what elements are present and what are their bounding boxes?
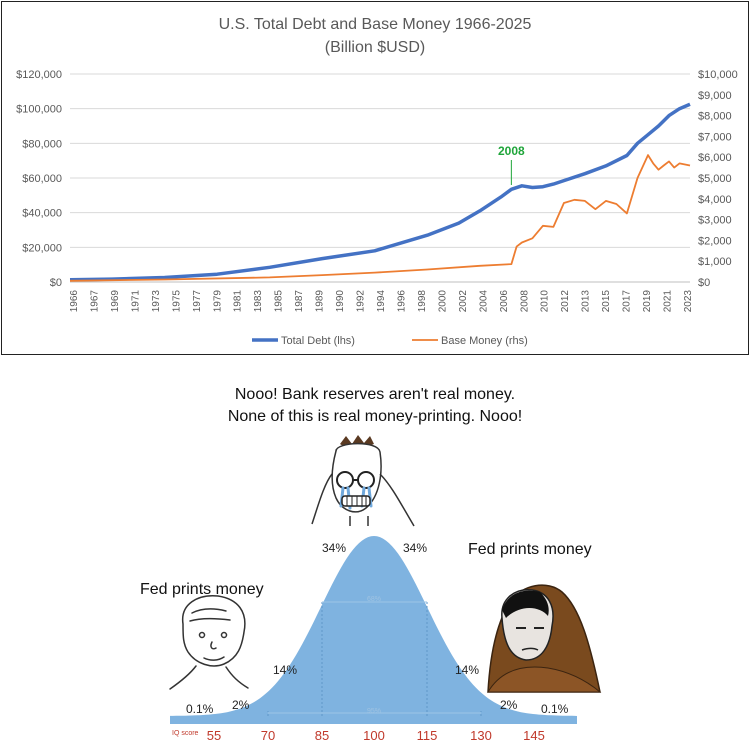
left-tick-label: $120,000	[16, 69, 62, 81]
debt-base-money-chart: U.S. Total Debt and Base Money 1966-2025…	[16, 16, 738, 347]
right-tick-label: $2,000	[698, 235, 732, 247]
iq-tick-label: 130	[470, 728, 492, 743]
pct-left-34: 34%	[322, 541, 346, 555]
legend-label: Base Money (rhs)	[441, 335, 528, 347]
x-tick-label: 1998	[417, 290, 428, 313]
x-tick-label: 1989	[315, 290, 326, 313]
right-tick-label: $3,000	[698, 215, 732, 227]
right-tick-label: $9,000	[698, 90, 732, 102]
iq-tick-label: 55	[207, 728, 221, 743]
x-tick-label: 1983	[253, 290, 264, 313]
x-tick-label: 1990	[335, 290, 346, 313]
x-tick-label: 1987	[294, 290, 305, 313]
x-tick-label: 1979	[212, 290, 223, 313]
x-tick-label: 1975	[171, 290, 182, 313]
sigma-lines	[267, 601, 482, 716]
x-tick-label: 1994	[376, 290, 387, 313]
x-tick-label: 1971	[130, 290, 141, 313]
inner-label-95: 95%	[367, 708, 381, 715]
inner-label-68: 68%	[367, 596, 381, 603]
x-tick-label: 1969	[110, 290, 121, 313]
left-axis: $0 $20,000 $40,000 $60,000 $80,000 $100,000 $1…	[16, 69, 62, 289]
iq-score-label: IQ score	[172, 730, 199, 737]
x-tick-label: 1973	[151, 290, 162, 313]
legend: Total Debt (lhs) Base Money (rhs)	[252, 335, 528, 347]
right-axis: $0 $1,000 $2,000 $3,000 $4,000 $5,000 $6,000 $7…	[698, 69, 738, 289]
x-tick-label: 2008	[519, 290, 530, 313]
left-tick-label: $80,000	[22, 138, 62, 150]
left-tick-label: $0	[50, 277, 62, 289]
chart-subtitle: (Billion $USD)	[325, 39, 425, 56]
series-line	[69, 154, 691, 282]
chart-title: U.S. Total Debt and Base Money 1966-2025	[219, 16, 532, 33]
pct-left-tail: 0.1%	[186, 702, 214, 716]
x-tick-label: 2015	[601, 290, 612, 313]
legend-label: Total Debt (lhs)	[281, 335, 355, 347]
pct-right-34: 34%	[403, 541, 427, 555]
annotation-label: 2008	[498, 144, 525, 158]
left-tick-label: $100,000	[16, 104, 62, 116]
iq-axis-bar	[170, 716, 577, 724]
iq-tick-label: 85	[315, 728, 329, 743]
iq-tick-label: 100	[363, 728, 385, 743]
x-tick-label: 2010	[540, 290, 551, 313]
x-axis: 1966 1967 1969 1971 1973 1975 1977 1979 1981 1983…	[69, 290, 694, 313]
iq-ticks: 55 70 85 100 115 130 145	[207, 728, 545, 743]
x-tick-label: 2017	[622, 290, 633, 313]
left-tick-label: $60,000	[22, 173, 62, 185]
pct-left-14: 14%	[273, 663, 297, 677]
series-lines	[69, 102, 691, 282]
x-tick-label: 2013	[581, 290, 592, 313]
left-tick-label: $40,000	[22, 208, 62, 220]
left-tick-label: $20,000	[22, 242, 62, 254]
right-tick-label: $4,000	[698, 194, 732, 206]
right-tick-label: $6,000	[698, 152, 732, 164]
bell-curve-area	[170, 536, 577, 716]
pct-left-2: 2%	[232, 698, 250, 712]
x-tick-label: 1985	[274, 290, 285, 313]
pct-right-2: 2%	[500, 698, 518, 712]
label-left-fed-prints: Fed prints money	[140, 581, 264, 598]
series-line	[69, 102, 691, 282]
x-tick-label: 1966	[69, 290, 80, 313]
crying-wojak-face	[311, 435, 415, 527]
x-tick-label: 1996	[396, 290, 407, 313]
x-tick-label: 1981	[233, 290, 244, 313]
right-tick-label: $5,000	[698, 173, 732, 185]
x-tick-label: 2006	[499, 290, 510, 313]
x-tick-label: 1977	[192, 290, 203, 313]
x-tick-label: 1992	[356, 290, 367, 313]
x-tick-label: 2000	[437, 290, 448, 313]
bell-curve-figure: 68% 95% 0.1% 2% 14% 34% 34% 14% 2% 0.1% …	[169, 435, 602, 743]
label-right-fed-prints: Fed prints money	[468, 541, 592, 558]
iq-tick-label: 145	[523, 728, 545, 743]
right-tick-label: $1,000	[698, 256, 732, 268]
x-tick-label: 2023	[683, 290, 694, 313]
meme-caption-line2: None of this is real money-printing. Noo…	[227, 408, 523, 425]
chart-panel: U.S. Total Debt and Base Money 1966-2025…	[1, 1, 749, 355]
right-tick-label: $7,000	[698, 131, 732, 143]
pct-right-14: 14%	[455, 663, 479, 677]
annotation-2008: 2008	[498, 144, 525, 185]
right-tick-label: $10,000	[698, 69, 738, 81]
wojak-simple-face	[169, 595, 249, 690]
iq-tick-label: 70	[261, 728, 275, 743]
x-tick-label: 2021	[663, 290, 674, 313]
iq-tick-label: 115	[417, 728, 438, 743]
meme-panel: Nooo! Bank reserves aren't real money. N…	[0, 356, 753, 751]
x-tick-label: 2019	[642, 290, 653, 313]
x-tick-label: 2002	[458, 290, 469, 313]
gridlines	[70, 73, 690, 283]
x-tick-label: 2012	[560, 290, 571, 313]
meme-caption-line1: Nooo! Bank reserves aren't real money.	[234, 386, 516, 403]
x-tick-label: 2004	[478, 290, 489, 313]
right-tick-label: $0	[698, 277, 710, 289]
x-tick-label: 1967	[89, 290, 100, 313]
right-tick-label: $8,000	[698, 111, 732, 123]
hooded-monk-figure	[487, 584, 602, 693]
pct-right-tail: 0.1%	[541, 702, 569, 716]
